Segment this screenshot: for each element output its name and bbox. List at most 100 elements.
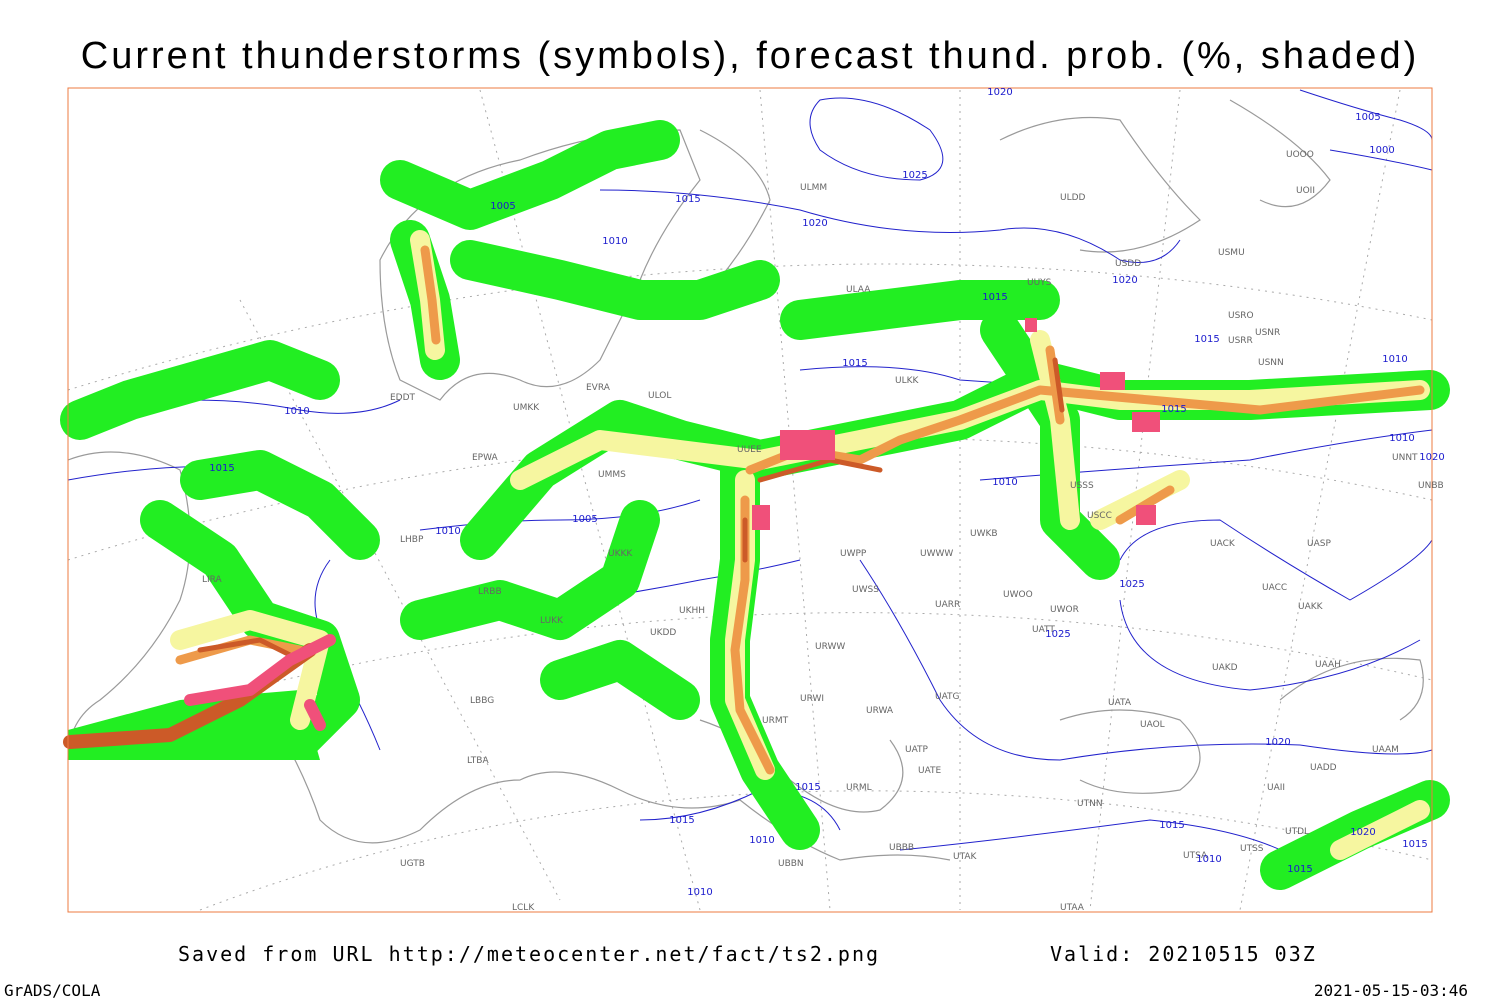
station-label: UNBB <box>1418 481 1444 491</box>
isobar-label: 1000 <box>1369 145 1394 156</box>
station-label: UOOO <box>1286 150 1314 160</box>
station-label: UAOL <box>1140 720 1165 730</box>
isobar-label: 1010 <box>1389 433 1414 444</box>
station-label: UWSS <box>852 585 879 595</box>
station-label: UKKK <box>608 549 633 559</box>
isobar-label: 1010 <box>284 406 309 417</box>
station-label: UWOR <box>1050 605 1079 615</box>
station-label: LRBB <box>478 587 502 597</box>
isobar-label: 1020 <box>987 87 1012 98</box>
station-label: USRR <box>1228 336 1253 346</box>
valid-time: Valid: 20210515 03Z <box>1050 942 1317 966</box>
isobar-label: 1015 <box>795 782 820 793</box>
station-label: UAKD <box>1212 663 1238 673</box>
station-label: UWPP <box>840 549 867 559</box>
station-label: UASP <box>1307 539 1331 549</box>
coastlines <box>67 99 1424 861</box>
station-label: USMU <box>1218 248 1245 258</box>
station-label: UTSS <box>1240 844 1264 854</box>
isobar-label: 1010 <box>992 477 1017 488</box>
station-label: UATE <box>918 766 942 776</box>
isobar-label: 1015 <box>1287 864 1312 875</box>
isobar-label: 1010 <box>1382 354 1407 365</box>
isobar-label: 1025 <box>1119 579 1144 590</box>
station-label: UTAA <box>1060 903 1085 913</box>
station-label: UAAM <box>1372 745 1399 755</box>
station-label: UNNT <box>1392 453 1418 463</box>
isobar-labels: 1020 1025 1005 1000 1015 1020 1020 1005 1010 1015… <box>209 87 1444 898</box>
isobar-label: 1020 <box>802 218 827 229</box>
station-label: URML <box>846 783 872 793</box>
station-label: ULDD <box>1060 193 1086 203</box>
station-label: UARR <box>935 600 960 610</box>
station-label: LBBG <box>470 696 494 706</box>
isobar-label: 1015 <box>669 815 694 826</box>
station-label: UBBN <box>778 859 804 869</box>
station-label: UMKK <box>513 403 540 413</box>
isobar-label: 1015 <box>209 463 234 474</box>
station-label: URWA <box>866 706 894 716</box>
station-label: USNN <box>1258 358 1284 368</box>
station-label: URWI <box>800 694 824 704</box>
isobar-label: 1015 <box>675 194 700 205</box>
station-label: ULAA <box>846 285 871 295</box>
station-label: EPWA <box>472 453 499 463</box>
station-label: UATT <box>1032 625 1055 635</box>
isobar-label: 1015 <box>1159 820 1184 831</box>
station-label: ULOL <box>648 391 671 401</box>
map-frame <box>67 87 1433 913</box>
station-label: UATA <box>1108 698 1132 708</box>
isobar-label: 1020 <box>1112 275 1137 286</box>
station-label: UOII <box>1296 186 1315 196</box>
isobar-label: 1025 <box>1045 629 1070 640</box>
station-label: LHBP <box>400 535 424 545</box>
station-label: LTBA <box>467 756 489 766</box>
station-label: EDDT <box>390 393 416 403</box>
station-label: UUYS <box>1027 278 1052 288</box>
station-label: UTSA <box>1183 851 1208 861</box>
isobar-label: 1020 <box>1265 737 1290 748</box>
station-label: USSS <box>1070 481 1094 491</box>
station-label: USDD <box>1115 259 1141 269</box>
isobar-label: 1005 <box>1355 112 1380 123</box>
station-label: UUEE <box>737 445 762 455</box>
timestamp: 2021-05-15-03:46 <box>1314 981 1468 1000</box>
station-label: UWWW <box>920 549 953 559</box>
station-label: EVRA <box>586 383 611 393</box>
station-label: UTDL <box>1285 827 1309 837</box>
isobar-label: 1025 <box>902 170 927 181</box>
station-label: UMMS <box>598 470 626 480</box>
station-label: UKDD <box>650 628 676 638</box>
station-label: URWW <box>815 642 845 652</box>
station-label: USRO <box>1228 311 1254 321</box>
isobar-label: 1020 <box>1419 452 1444 463</box>
station-label: UAAH <box>1315 660 1341 670</box>
saved-url: Saved from URL http://meteocenter.net/fa… <box>178 942 880 966</box>
software: GrADS/COLA <box>4 981 101 1000</box>
isobar-label: 1010 <box>602 236 627 247</box>
isobar-label: 1010 <box>749 835 774 846</box>
station-label: LIRA <box>202 575 223 585</box>
station-label: URMT <box>762 716 789 726</box>
station-label: UACK <box>1210 539 1236 549</box>
isobar-label: 1020 <box>1350 827 1375 838</box>
station-label: UTAK <box>953 852 978 862</box>
isobar-label: 1015 <box>1161 404 1186 415</box>
station-label: UKHH <box>679 606 705 616</box>
isobar-label: 1005 <box>490 201 515 212</box>
probability-shading <box>60 120 1450 890</box>
station-label: UWOO <box>1003 590 1033 600</box>
station-label: UAII <box>1267 783 1285 793</box>
station-label: UATP <box>905 745 929 755</box>
station-label: UBBB <box>889 843 914 853</box>
isobar-label: 1010 <box>435 526 460 537</box>
station-label: LUKK <box>540 616 564 626</box>
station-label: UADD <box>1310 763 1337 773</box>
station-label: USNR <box>1255 328 1280 338</box>
title: Current thunderstorms (symbols), forecas… <box>81 35 1419 77</box>
isobar-label: 1015 <box>842 358 867 369</box>
station-label: UTNN <box>1077 799 1103 809</box>
